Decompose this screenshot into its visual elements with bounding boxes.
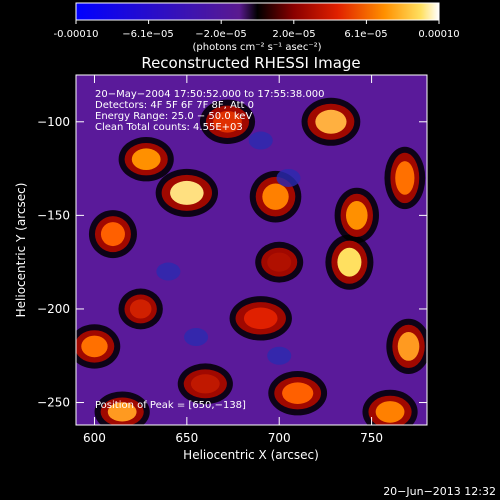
- colorbar: [75, 2, 440, 21]
- colorbar-units: (photons cm⁻² s⁻¹ asec⁻²): [192, 42, 321, 53]
- x-tick-label: 750: [360, 431, 383, 445]
- colorbar-tick-label: 0.00010: [418, 29, 459, 40]
- y-axis-label: Heliocentric Y (arcsec): [14, 183, 28, 318]
- chart-title: Reconstructed RHESSI Image: [141, 54, 360, 72]
- y-tick-label: −100: [37, 115, 70, 129]
- annotation-time-range: 20−May−2004 17:50:52.000 to 17:55:38.000: [95, 89, 325, 100]
- x-tick-label: 600: [83, 431, 106, 445]
- heatmap: [76, 75, 427, 425]
- colorbar-tick-label: −2.0e−05: [195, 29, 247, 40]
- y-tick-label: −200: [37, 302, 70, 316]
- y-tick-label: −150: [37, 208, 70, 222]
- plot-frame: [75, 74, 428, 426]
- colorbar-tick-label: 6.1e−05: [344, 29, 387, 40]
- x-axis-label: Heliocentric X (arcsec): [183, 448, 319, 462]
- y-tick-label: −250: [37, 396, 70, 410]
- colorbar-tick-label: 2.0e−05: [272, 29, 315, 40]
- annotation-energy-range: Energy Range: 25.0 − 50.0 keV: [95, 111, 252, 122]
- annotation-counts: Clean Total counts: 4.55E+03: [95, 122, 243, 133]
- axis-ticks: [76, 75, 427, 425]
- x-tick-label: 650: [175, 431, 198, 445]
- x-tick-label: 700: [268, 431, 291, 445]
- footer-timestamp: 20−Jun−2013 12:32: [383, 485, 496, 498]
- annotation-peak-position: Position of Peak = [650,−138]: [95, 400, 246, 411]
- annotation-detectors: Detectors: 4F 5F 6F 7F 8F, Att 0: [95, 100, 254, 111]
- colorbar-tick-label: -0.00010: [54, 29, 99, 40]
- colorbar-tick-label: −6.1e−05: [122, 29, 174, 40]
- colorbar-ticks: [75, 20, 440, 24]
